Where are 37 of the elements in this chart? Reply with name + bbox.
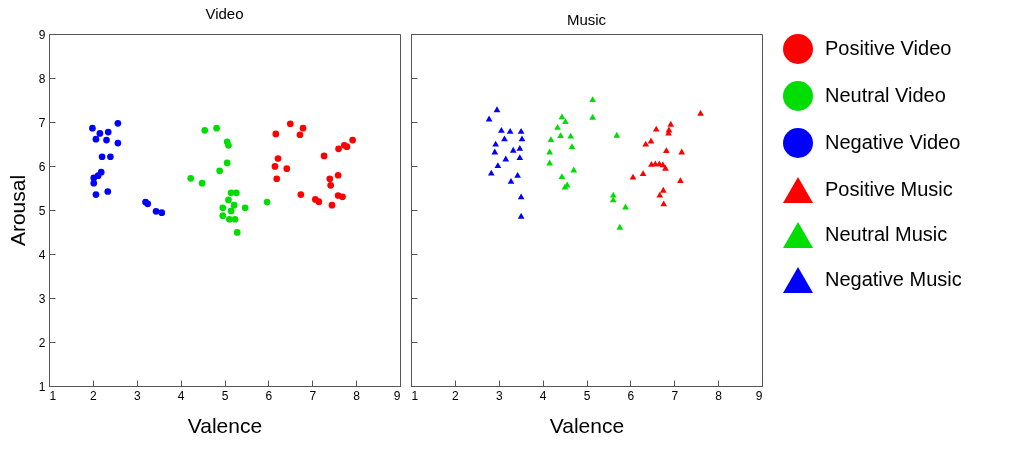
x-axis-title: Valence bbox=[187, 413, 263, 437]
legend-label: Positive Music bbox=[825, 178, 953, 200]
y-tick-label: 9 bbox=[38, 27, 46, 42]
x-tick-label: 7 bbox=[309, 388, 317, 403]
x-axis-title: Valence bbox=[549, 413, 625, 437]
y-tick-label: 6 bbox=[38, 159, 46, 174]
x-tick-label: 1 bbox=[411, 388, 419, 403]
y-axis-title: Arousal bbox=[5, 174, 29, 247]
x-tick-label: 5 bbox=[221, 388, 229, 403]
legend-label: Negative Video bbox=[825, 131, 961, 153]
x-tick-label: 9 bbox=[755, 388, 763, 403]
x-tick-label: 4 bbox=[177, 388, 185, 403]
y-tick-label: 4 bbox=[38, 247, 46, 262]
x-tick-label: 3 bbox=[133, 388, 141, 403]
legend-label: Neutral Video bbox=[825, 84, 946, 106]
x-tick-label: 3 bbox=[495, 388, 503, 403]
legend-label: Neutral Music bbox=[825, 223, 948, 245]
legend-label: Negative Music bbox=[825, 268, 962, 290]
x-tick-label: 8 bbox=[353, 388, 361, 403]
y-tick-label: 7 bbox=[38, 115, 46, 130]
x-tick-label: 5 bbox=[583, 388, 591, 403]
x-tick-label: 4 bbox=[539, 388, 547, 403]
chart-title: Video bbox=[205, 5, 244, 22]
y-tick-label: 2 bbox=[38, 335, 46, 350]
x-tick-label: 6 bbox=[265, 388, 273, 403]
x-tick-label: 7 bbox=[671, 388, 679, 403]
x-tick-label: 6 bbox=[627, 388, 635, 403]
chart-title: Music bbox=[566, 10, 607, 28]
x-tick-label: 8 bbox=[715, 388, 723, 403]
y-tick-label: 8 bbox=[38, 71, 46, 86]
x-tick-label: 2 bbox=[90, 388, 98, 403]
y-tick-label: 5 bbox=[38, 203, 46, 218]
x-tick-label: 9 bbox=[393, 388, 401, 403]
x-tick-label: 2 bbox=[452, 388, 460, 403]
legend-label: Positive Video bbox=[825, 37, 952, 59]
y-tick-label: 3 bbox=[38, 291, 46, 306]
x-tick-label: 1 bbox=[49, 388, 57, 403]
